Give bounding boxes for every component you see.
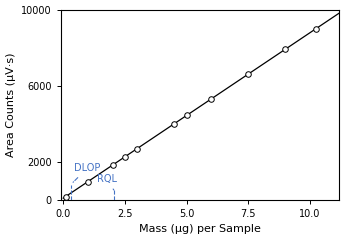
Y-axis label: Area Counts (μV·s): Area Counts (μV·s) <box>6 53 16 157</box>
X-axis label: Mass (μg) per Sample: Mass (μg) per Sample <box>139 224 261 234</box>
Point <box>208 97 214 101</box>
Text: DLOP: DLOP <box>73 163 101 182</box>
Point <box>63 195 68 198</box>
Text: RQL: RQL <box>97 174 117 190</box>
Point <box>110 163 115 167</box>
Point <box>313 27 319 30</box>
Point <box>171 122 177 126</box>
Point <box>85 180 91 184</box>
Point <box>245 72 251 76</box>
Point <box>135 147 140 150</box>
Point <box>283 48 288 51</box>
Point <box>122 155 128 159</box>
Point <box>184 114 189 117</box>
